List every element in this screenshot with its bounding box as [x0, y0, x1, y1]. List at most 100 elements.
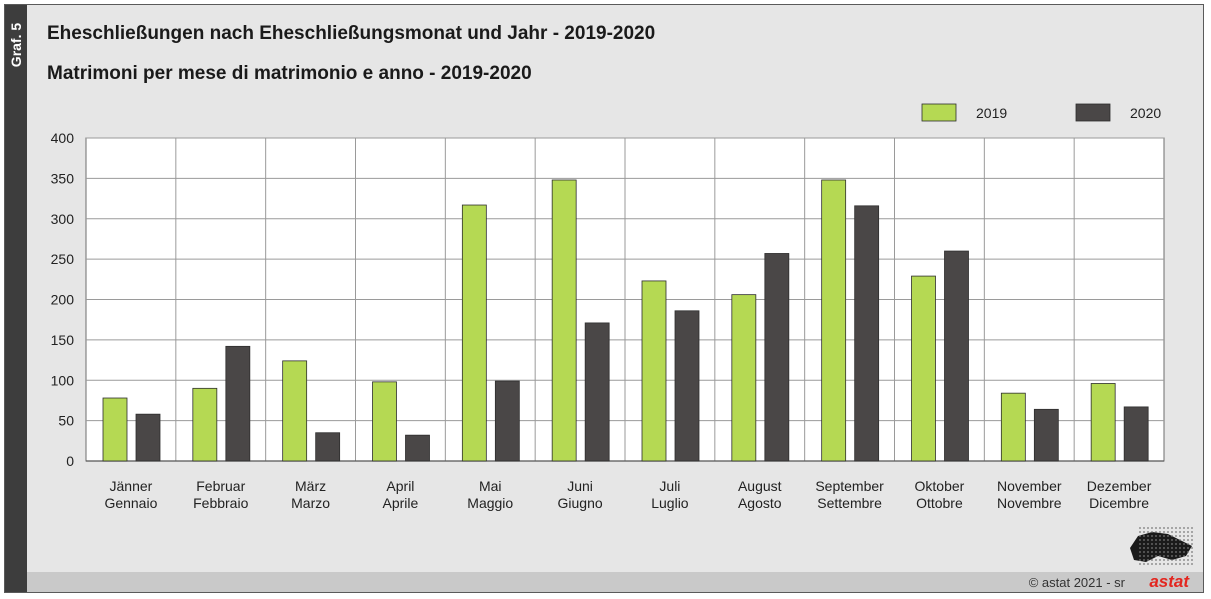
- map-dot: [1159, 559, 1161, 561]
- map-dot: [1167, 539, 1169, 541]
- map-dot: [1167, 559, 1169, 561]
- x-tick-label: März: [295, 478, 326, 494]
- bar-2020-1: [225, 345, 251, 462]
- y-tick-label: 50: [58, 413, 74, 429]
- map-dot: [1143, 531, 1145, 533]
- legend-swatch-2019: [921, 103, 957, 122]
- y-tick-label: 200: [51, 292, 75, 308]
- map-dot: [1167, 563, 1169, 565]
- bar-2020-2: [315, 432, 341, 462]
- map-dot: [1155, 555, 1157, 557]
- map-dot: [1175, 559, 1177, 561]
- map-dot: [1167, 531, 1169, 533]
- x-tick-label: Aprile: [383, 495, 419, 511]
- map-dot: [1171, 555, 1173, 557]
- bar-2019-0: [102, 397, 128, 462]
- map-dot: [1163, 559, 1165, 561]
- bar-2020-6: [674, 310, 700, 462]
- x-tick-label: Jänner: [110, 478, 153, 494]
- map-dot: [1167, 543, 1169, 545]
- map-dot: [1139, 555, 1141, 557]
- map-dot: [1155, 531, 1157, 533]
- map-dot: [1139, 535, 1141, 537]
- legend-swatch-2020: [1075, 103, 1111, 122]
- map-dot: [1187, 551, 1189, 553]
- map-dot: [1143, 559, 1145, 561]
- map-dot: [1183, 539, 1185, 541]
- map-dot: [1147, 559, 1149, 561]
- map-dot: [1147, 547, 1149, 549]
- x-tick-label: November: [997, 478, 1062, 494]
- map-dot: [1151, 551, 1153, 553]
- map-dot: [1163, 535, 1165, 537]
- map-dot: [1163, 531, 1165, 533]
- map-dot: [1183, 543, 1185, 545]
- map-dot: [1187, 543, 1189, 545]
- map-dot: [1139, 551, 1141, 553]
- bar-2019-8: [821, 179, 847, 462]
- map-dot: [1143, 535, 1145, 537]
- map-dot: [1175, 551, 1177, 553]
- y-tick-label: 350: [51, 170, 75, 186]
- map-dot: [1171, 531, 1173, 533]
- x-tick-label: April: [386, 478, 414, 494]
- map-dot: [1183, 559, 1185, 561]
- bar-2019-9: [911, 275, 936, 462]
- bar-2019-4: [461, 204, 487, 462]
- map-dot: [1167, 555, 1169, 557]
- map-dot: [1159, 535, 1161, 537]
- map-dot: [1155, 547, 1157, 549]
- map-dot: [1159, 555, 1161, 557]
- map-dot: [1171, 559, 1173, 561]
- bar-2019-2: [282, 360, 308, 462]
- map-dot: [1191, 563, 1193, 565]
- bar-2019-6: [641, 280, 667, 462]
- map-dot: [1183, 527, 1185, 529]
- map-dot: [1187, 547, 1189, 549]
- map-dot: [1191, 551, 1193, 553]
- bar-2020-7: [764, 253, 790, 462]
- x-tick-label: Settembre: [817, 495, 882, 511]
- bar-2020-10: [1033, 408, 1059, 462]
- x-tick-label: Luglio: [651, 495, 689, 511]
- map-dot: [1191, 527, 1193, 529]
- map-dot: [1163, 539, 1165, 541]
- map-dot: [1183, 551, 1185, 553]
- bar-2020-8: [854, 205, 880, 462]
- map-dot: [1155, 551, 1157, 553]
- map-dot: [1187, 527, 1189, 529]
- map-dot: [1151, 559, 1153, 561]
- map-dot: [1179, 539, 1181, 541]
- x-tick-label: Agosto: [738, 495, 782, 511]
- map-dot: [1191, 559, 1193, 561]
- map-dot: [1159, 539, 1161, 541]
- map-dot: [1163, 555, 1165, 557]
- x-tick-label: Maggio: [467, 495, 513, 511]
- bar-2019-10: [1000, 392, 1026, 462]
- map-dot: [1155, 539, 1157, 541]
- map-dot: [1143, 563, 1145, 565]
- map-dot: [1139, 547, 1141, 549]
- map-dot: [1191, 547, 1193, 549]
- map-dot: [1139, 559, 1141, 561]
- bar-2019-11: [1090, 383, 1116, 462]
- y-tick-label: 400: [51, 130, 75, 146]
- x-tick-label: Dicembre: [1089, 495, 1149, 511]
- map-dot: [1151, 555, 1153, 557]
- map-dot: [1139, 531, 1141, 533]
- map-dot: [1191, 539, 1193, 541]
- map-dot: [1151, 543, 1153, 545]
- map-dot: [1179, 535, 1181, 537]
- map-dot: [1163, 563, 1165, 565]
- map-dot: [1159, 551, 1161, 553]
- map-dot: [1187, 555, 1189, 557]
- x-tick-label: Novembre: [997, 495, 1062, 511]
- bar-2020-3: [405, 434, 430, 462]
- bar-2020-9: [944, 250, 969, 462]
- map-dot: [1175, 539, 1177, 541]
- copyright-credit: © astat 2021 - sr: [1028, 575, 1125, 590]
- map-dot: [1167, 535, 1169, 537]
- x-tick-label: Marzo: [291, 495, 330, 511]
- map-dot: [1183, 563, 1185, 565]
